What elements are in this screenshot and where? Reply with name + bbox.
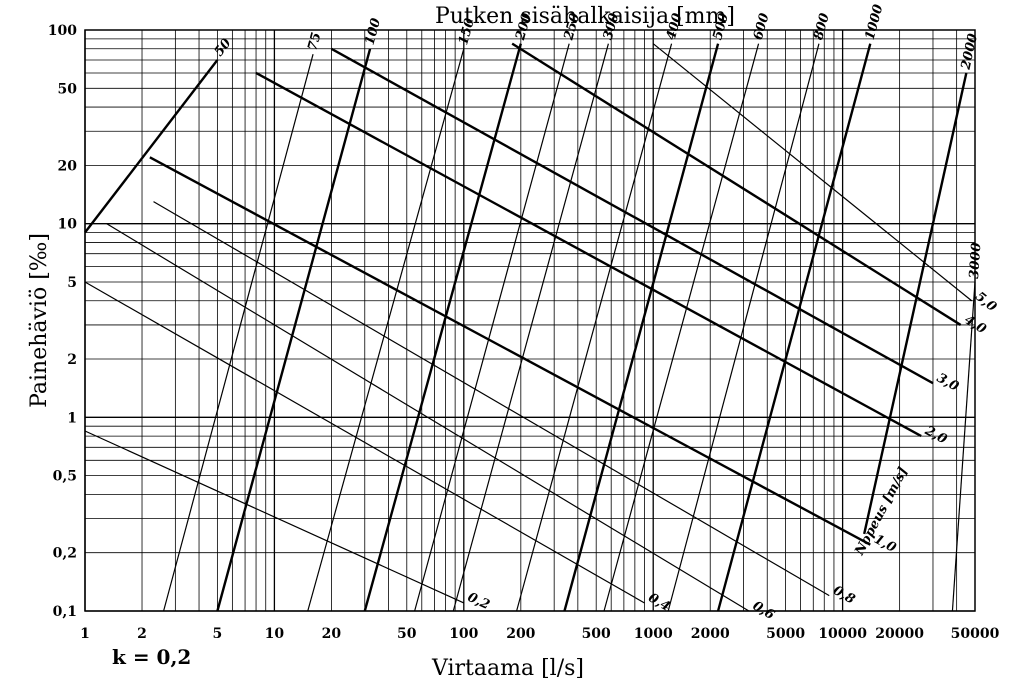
x-tick-label: 1000	[634, 626, 673, 642]
velocity-label: 2,0	[921, 423, 949, 447]
diameter-line	[516, 43, 673, 612]
velocity-line	[511, 42, 962, 326]
diameter-label: 300	[601, 12, 623, 42]
diameter-label: 150	[456, 17, 478, 47]
diameter-label: 800	[811, 12, 832, 42]
diameter-line	[414, 43, 570, 612]
velocity-label: 5,0	[972, 289, 999, 315]
diameter-label: 75	[305, 31, 324, 52]
diameter-line	[363, 43, 522, 612]
x-tick-label: 2000	[691, 626, 730, 642]
x-tick-label: 20000	[875, 626, 924, 642]
chart-title: Putken sisähalkaisija [mm]	[435, 4, 735, 29]
diameter-label: 50	[212, 36, 235, 59]
velocity-line	[255, 71, 922, 438]
diameter-label: 1000	[863, 3, 887, 42]
diameter-label: 100	[362, 17, 384, 47]
diameter-label: 400	[664, 12, 686, 42]
grid	[84, 30, 976, 612]
diameter-line	[307, 48, 465, 612]
x-tick-label: 50000	[951, 626, 1000, 642]
velocity-label: 0,2	[465, 590, 492, 613]
diameter-line	[951, 281, 976, 612]
diameter-line	[163, 54, 314, 612]
diameter-line	[216, 48, 372, 612]
velocity-line	[330, 47, 934, 385]
x-tick-label: 20	[322, 626, 342, 642]
diameter-line	[84, 59, 219, 234]
x-tick-label: 10000	[818, 626, 867, 642]
y-axis-title: Painehäviö [‰]	[27, 233, 52, 408]
velocity-line	[84, 281, 645, 604]
x-tick-label: 2	[137, 626, 147, 642]
x-tick-label: 5000	[766, 626, 805, 642]
y-tick-label: 2	[67, 352, 77, 368]
roughness-note: k = 0,2	[112, 645, 191, 669]
y-tick-label: 1	[67, 410, 77, 426]
diameter-label: 2000	[958, 32, 981, 72]
velocity-line	[149, 156, 871, 546]
x-tick-label: 5	[213, 626, 223, 642]
diameter-label: 250	[561, 12, 583, 43]
diameter-label: 600	[751, 12, 773, 42]
x-axis-title: Virtaama [l/s]	[431, 656, 584, 681]
y-tick-label: 5	[67, 275, 77, 291]
y-tick-label: 100	[48, 23, 77, 39]
diameter-label: 500	[710, 12, 732, 42]
diameter-line	[603, 43, 760, 612]
velocity-line	[153, 201, 830, 597]
y-tick-label: 50	[58, 81, 78, 97]
plot-frame	[84, 29, 976, 612]
y-tick-label: 20	[58, 158, 78, 174]
velocity-line	[652, 43, 973, 302]
diameter-line	[863, 72, 968, 535]
series-layer	[84, 42, 976, 612]
velocity-line	[106, 223, 750, 612]
diameter-line	[563, 43, 720, 612]
y-tick-label: 0,1	[53, 604, 77, 620]
x-tick-label: 1	[80, 626, 90, 642]
x-tick-label: 100	[449, 626, 478, 642]
diameter-line	[716, 43, 872, 612]
velocity-line	[84, 430, 465, 604]
y-tick-label: 0,2	[53, 546, 77, 562]
y-tick-label: 0,5	[53, 469, 77, 485]
x-tick-label: 200	[506, 626, 535, 642]
diameter-label: 200	[513, 12, 535, 43]
x-tick-label: 500	[582, 626, 611, 642]
x-tick-label: 50	[397, 626, 417, 642]
diameter-line	[452, 43, 609, 612]
x-tick-label: 10	[265, 626, 285, 642]
y-tick-label: 10	[58, 217, 78, 233]
